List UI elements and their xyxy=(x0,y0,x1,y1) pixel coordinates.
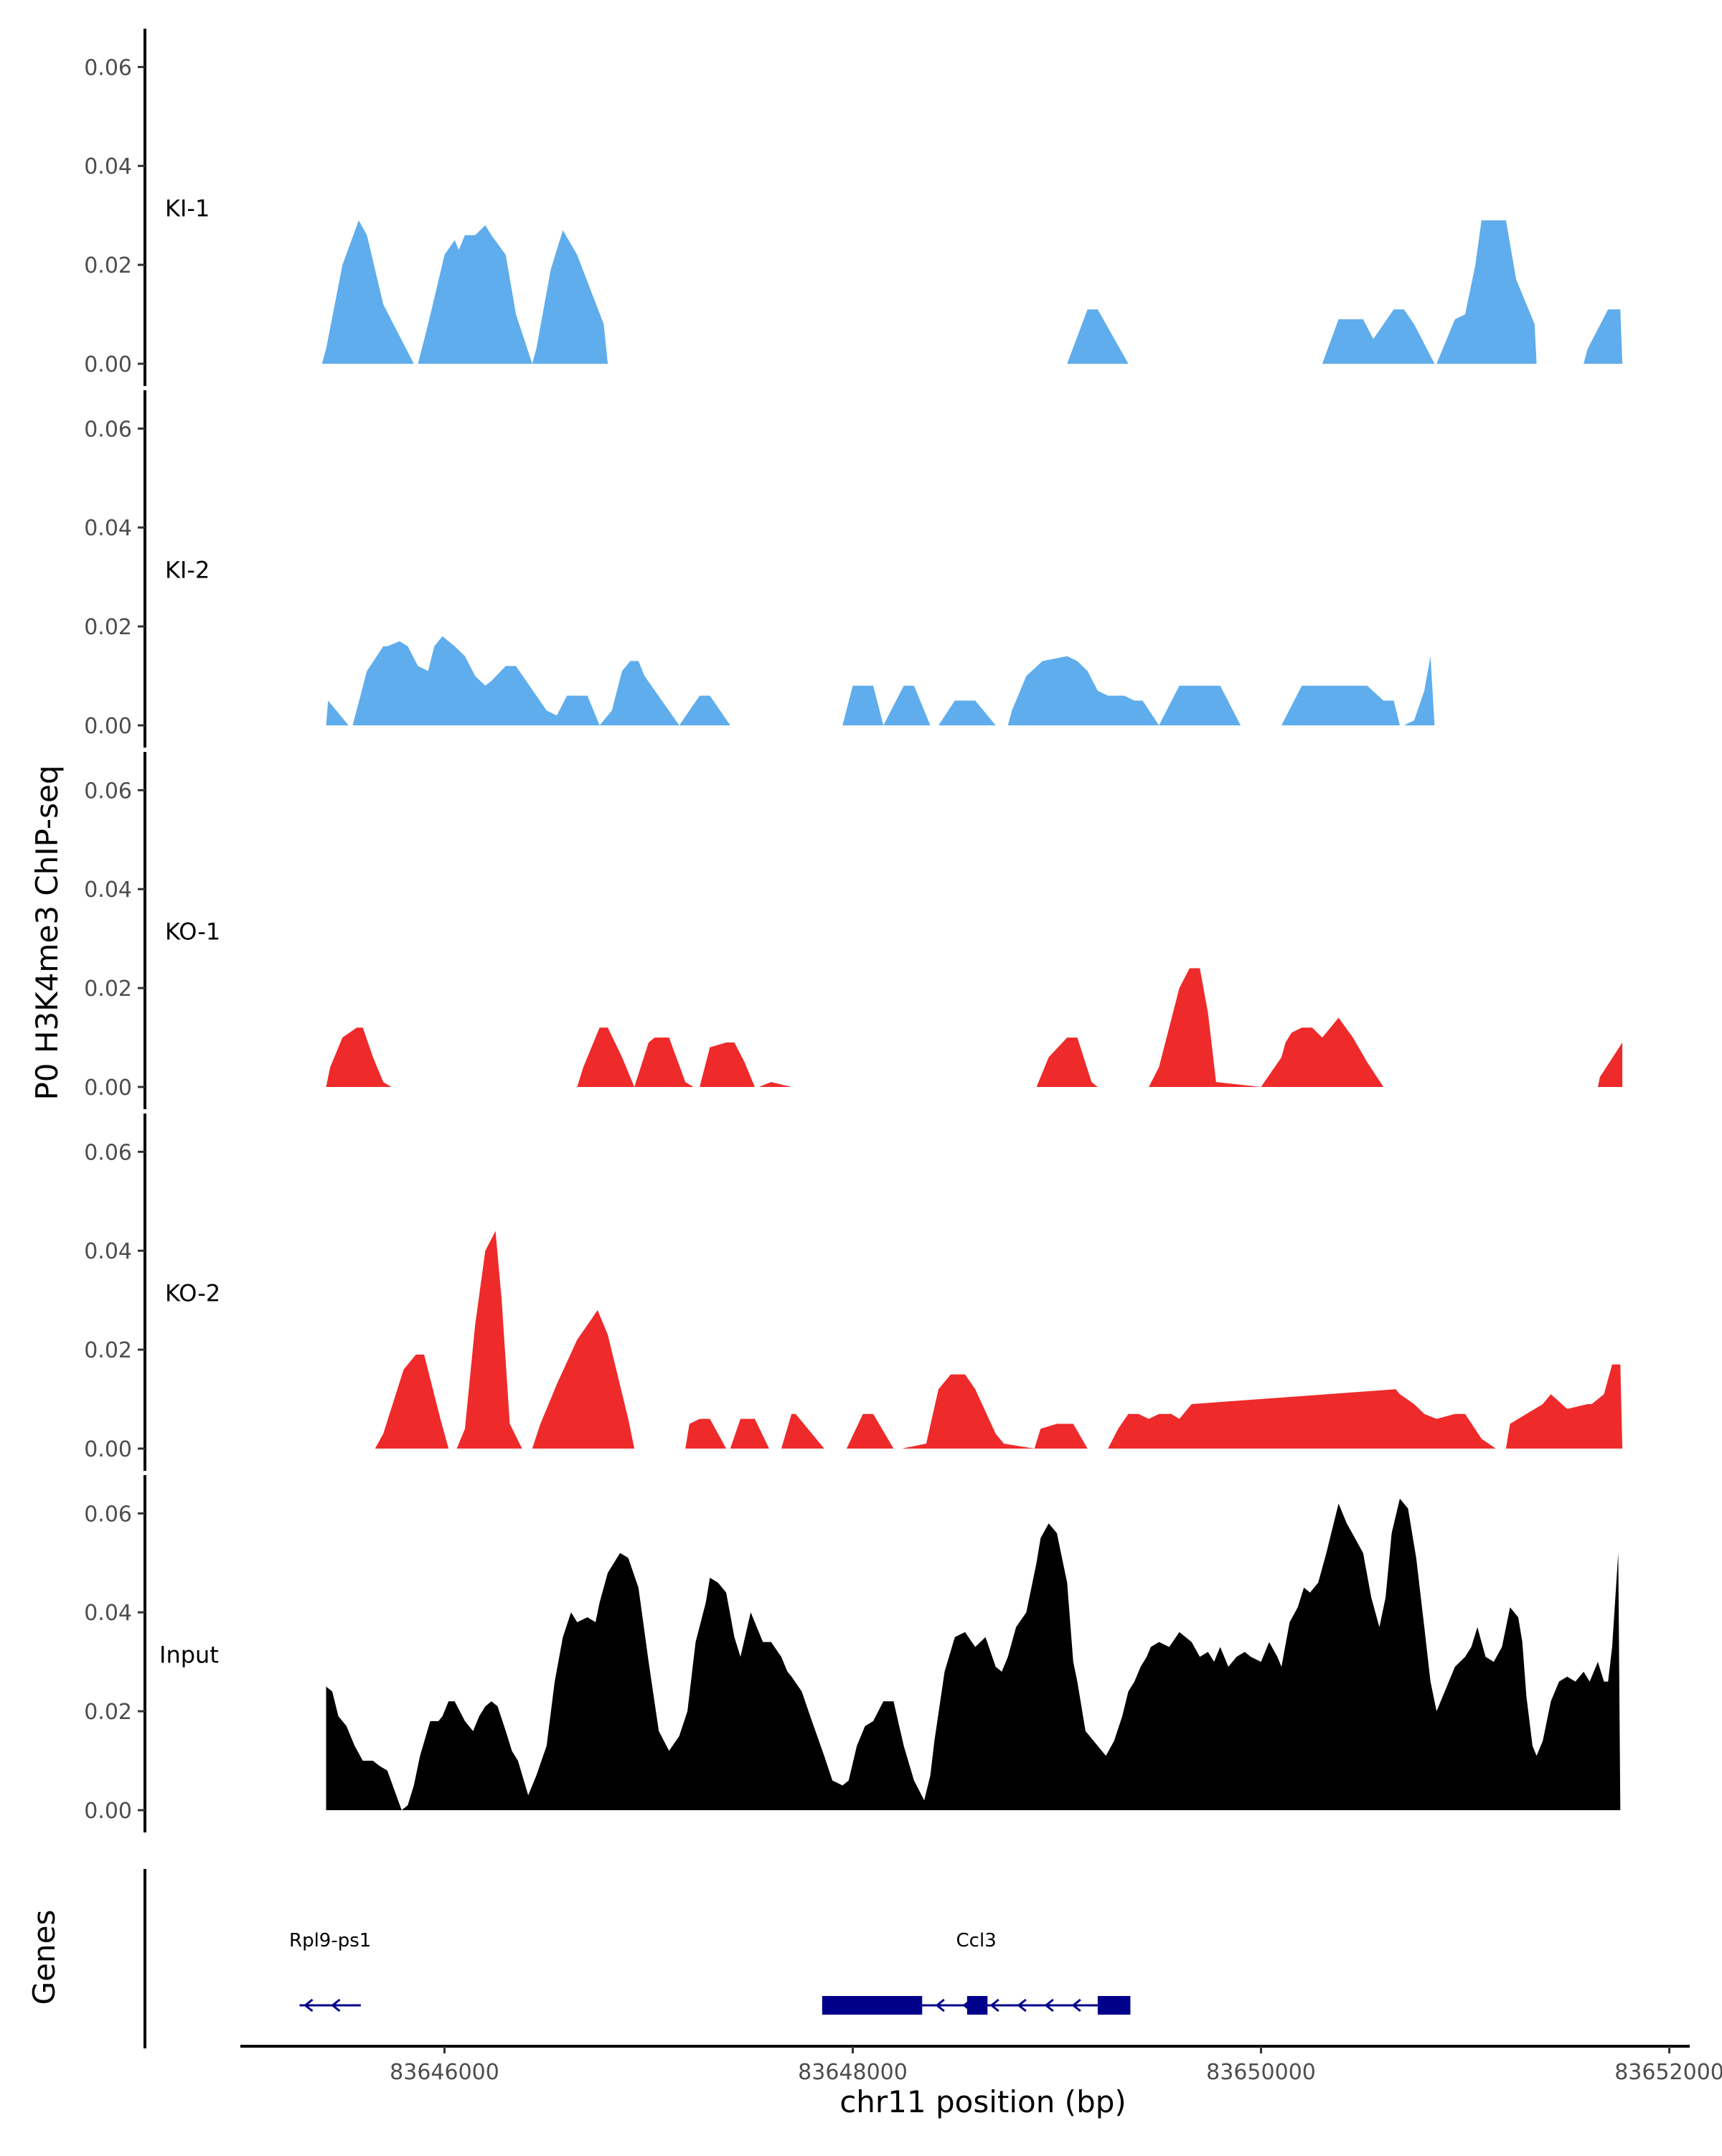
y-tick-label: 0.06 xyxy=(84,778,132,804)
y-tick-label: 0.00 xyxy=(84,1075,132,1101)
y-tick-label: 0.04 xyxy=(84,154,132,179)
y-tick-label: 0.00 xyxy=(84,1437,132,1462)
y-tick-label: 0.00 xyxy=(84,714,132,739)
y-tick-label: 0.02 xyxy=(84,1338,132,1363)
track-label-ko-1: KO-1 xyxy=(165,918,220,945)
track-label-input: Input xyxy=(159,1641,219,1668)
genes-axis-title: Genes xyxy=(27,1910,62,2005)
y-tick-label: 0.00 xyxy=(84,352,132,377)
y-tick-label: 0.02 xyxy=(84,976,132,1002)
y-tick-label: 0.02 xyxy=(84,253,132,278)
track-label-ki-2: KI-2 xyxy=(165,556,210,583)
coverage-area-ki-1 xyxy=(321,220,1623,364)
coverage-area-input xyxy=(326,1498,1621,1810)
coverage-area-ko-1 xyxy=(326,968,1623,1087)
strand-arrow xyxy=(331,1998,341,2013)
exon-ccl3 xyxy=(1097,1996,1131,2015)
y-tick-label: 0.06 xyxy=(84,417,132,442)
y-tick-label: 0.02 xyxy=(84,1700,132,1725)
exon-ccl3 xyxy=(822,1996,923,2015)
x-tick-label: 83648000 xyxy=(798,2060,908,2085)
y-tick-label: 0.04 xyxy=(84,1239,132,1264)
coverage-area-ki-2 xyxy=(326,636,1435,725)
y-tick-label: 0.04 xyxy=(84,877,132,903)
coverage-area-ko-2 xyxy=(375,1230,1623,1449)
exon-ccl3 xyxy=(966,1996,988,2015)
gene-label-rpl9-ps1: Rpl9-ps1 xyxy=(289,1930,371,1952)
x-tick-label: 83646000 xyxy=(390,2060,499,2085)
x-tick-label: 83652000 xyxy=(1614,2060,1722,2085)
track-label-ki-1: KI-1 xyxy=(165,194,210,222)
y-tick-label: 0.04 xyxy=(84,516,132,541)
y-tick-label: 0.00 xyxy=(84,1799,132,1824)
track-label-ko-2: KO-2 xyxy=(165,1279,220,1307)
strand-arrow xyxy=(935,1998,945,2013)
strand-arrow xyxy=(304,1998,314,2013)
x-tick-label: 83650000 xyxy=(1206,2060,1316,2085)
strand-arrow xyxy=(1017,1998,1027,2013)
strand-arrow xyxy=(989,1998,999,2013)
strand-arrow xyxy=(1044,1998,1054,2013)
y-axis-title: P0 H3K4me3 ChIP-seq xyxy=(29,765,65,1100)
strand-arrow xyxy=(1071,1998,1081,2013)
y-tick-label: 0.02 xyxy=(84,615,132,640)
y-tick-label: 0.06 xyxy=(84,55,132,80)
y-tick-label: 0.06 xyxy=(84,1502,132,1527)
gene-label-ccl3: Ccl3 xyxy=(956,1930,997,1952)
x-axis-title: chr11 position (bp) xyxy=(839,2084,1126,2119)
y-tick-label: 0.06 xyxy=(84,1140,132,1165)
y-tick-label: 0.04 xyxy=(84,1601,132,1626)
